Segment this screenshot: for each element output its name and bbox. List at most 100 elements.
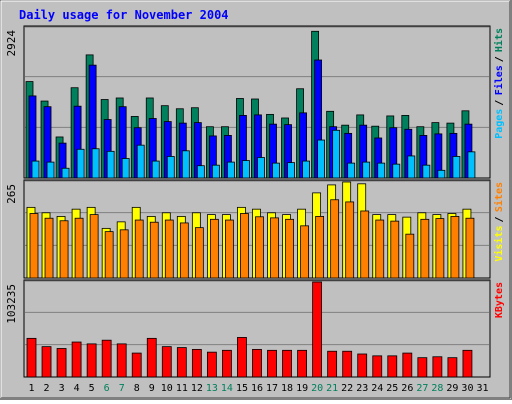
- bar-kbytes-day-3: [56, 348, 67, 378]
- bar-kbytes-day-24: [372, 355, 383, 378]
- bar-sites-day-24: [375, 219, 385, 279]
- x-tick-label-day-31: 31: [476, 383, 488, 394]
- bar-pages-day-16: [257, 157, 265, 179]
- bar-pages-day-14: [227, 161, 235, 179]
- bar-pages-day-20: [317, 139, 326, 179]
- x-tick-label-day-8: 8: [134, 383, 140, 394]
- legend-pages: Pages: [494, 109, 505, 139]
- bar-sites-day-17: [270, 217, 279, 279]
- bar-kbytes-day-21: [327, 350, 338, 378]
- bar-pages-day-10: [166, 156, 175, 179]
- bar-kbytes-day-23: [357, 353, 368, 378]
- bar-sites-day-25: [390, 220, 400, 279]
- x-tick-label-day-13: 13: [206, 383, 218, 394]
- bar-kbytes-day-5: [86, 343, 97, 378]
- bar-pages-day-18: [287, 162, 295, 179]
- bar-kbytes-day-6: [101, 339, 112, 378]
- x-tick-label-day-30: 30: [461, 383, 473, 394]
- bar-pages-day-25: [392, 163, 401, 179]
- x-tick-label-day-19: 19: [296, 383, 308, 394]
- bar-sites-day-3: [59, 220, 69, 279]
- x-tick-label-day-23: 23: [356, 383, 368, 394]
- x-tick-label-day-10: 10: [161, 383, 173, 394]
- bar-pages-day-8: [136, 144, 145, 179]
- bar-sites-day-18: [285, 218, 294, 279]
- x-tick-label-day-26: 26: [401, 383, 413, 394]
- x-tick-label-day-6: 6: [104, 383, 110, 394]
- bar-kbytes-day-12: [191, 348, 202, 378]
- bar-pages-day-27: [422, 164, 431, 179]
- bar-sites-day-2: [44, 217, 54, 279]
- bar-kbytes-day-8: [131, 352, 142, 378]
- bar-kbytes-day-7: [116, 343, 127, 378]
- bar-kbytes-day-16: [252, 348, 262, 378]
- bar-pages-day-24: [377, 162, 386, 179]
- x-tick-label-day-5: 5: [89, 383, 95, 394]
- bar-sites-day-13: [209, 218, 219, 279]
- bar-kbytes-day-14: [222, 349, 232, 378]
- x-tick-label-day-20: 20: [311, 383, 323, 394]
- legend-separator: /: [494, 100, 505, 106]
- bar-sites-day-14: [225, 219, 234, 279]
- x-tick-label-day-16: 16: [251, 383, 263, 394]
- x-tick-label-day-2: 2: [44, 383, 50, 394]
- bar-kbytes-day-11: [176, 347, 187, 378]
- bar-sites-day-27: [420, 218, 430, 279]
- legend-hits: Hits: [493, 28, 505, 52]
- legend-files: Files: [493, 65, 505, 95]
- bar-sites-day-20: [315, 216, 325, 279]
- x-tick-label-day-14: 14: [221, 383, 233, 394]
- bar-pages-day-2: [46, 161, 55, 179]
- x-tick-label-day-25: 25: [386, 383, 398, 394]
- bar-sites-day-16: [255, 216, 264, 279]
- bar-pages-day-28: [437, 169, 446, 179]
- bar-pages-day-6: [106, 150, 115, 179]
- bar-sites-day-19: [300, 225, 309, 279]
- y-max-label-sites-visits: 265: [5, 184, 18, 204]
- bar-pages-day-26: [407, 155, 416, 179]
- bar-pages-day-19: [302, 160, 310, 179]
- bar-sites-day-30: [465, 217, 475, 279]
- bar-pages-day-3: [61, 167, 70, 179]
- x-tick-label-day-21: 21: [326, 383, 338, 394]
- y-max-label-hits-files-pages: 2924: [5, 30, 18, 57]
- bar-kbytes-day-18: [282, 349, 292, 378]
- x-tick-label-day-27: 27: [416, 383, 428, 394]
- bar-sites-day-4: [74, 217, 84, 279]
- bar-sites-day-6: [104, 231, 114, 279]
- bar-sites-day-26: [405, 233, 415, 279]
- bar-pages-day-1: [31, 160, 40, 179]
- bar-pages-day-4: [76, 148, 85, 179]
- bar-sites-day-15: [240, 213, 249, 279]
- bar-sites-day-28: [435, 218, 445, 279]
- bar-pages-day-12: [196, 165, 205, 179]
- x-tick-label-day-22: 22: [341, 383, 353, 394]
- bar-pages-day-17: [272, 162, 280, 179]
- x-tick-label-day-17: 17: [266, 383, 278, 394]
- bar-sites-day-29: [450, 216, 460, 279]
- bar-pages-day-22: [347, 162, 356, 179]
- y-max-label-kbytes: 103235: [5, 284, 18, 324]
- bar-sites-day-7: [119, 229, 129, 279]
- bar-sites-day-11: [179, 222, 189, 279]
- x-tick-label-day-3: 3: [59, 383, 65, 394]
- x-tick-label-day-28: 28: [431, 383, 443, 394]
- bar-kbytes-day-26: [402, 352, 413, 378]
- bar-kbytes-day-17: [267, 349, 277, 378]
- bar-sites-day-21: [330, 199, 340, 279]
- bar-kbytes-day-13: [206, 351, 217, 378]
- bar-sites-day-12: [194, 227, 204, 279]
- bar-sites-day-22: [345, 201, 355, 279]
- bar-pages-day-30: [467, 151, 476, 179]
- bar-pages-day-21: [332, 129, 341, 179]
- bar-kbytes-day-19: [297, 349, 307, 378]
- bar-sites-day-8: [134, 219, 144, 279]
- legend-visits: Visits: [493, 226, 505, 262]
- bar-sites-day-9: [149, 221, 159, 279]
- bar-kbytes-day-27: [417, 357, 428, 378]
- x-tick-label-day-18: 18: [281, 383, 293, 394]
- bar-kbytes-day-28: [432, 356, 443, 378]
- x-tick-label-day-12: 12: [191, 383, 203, 394]
- bar-kbytes-day-15: [237, 337, 247, 378]
